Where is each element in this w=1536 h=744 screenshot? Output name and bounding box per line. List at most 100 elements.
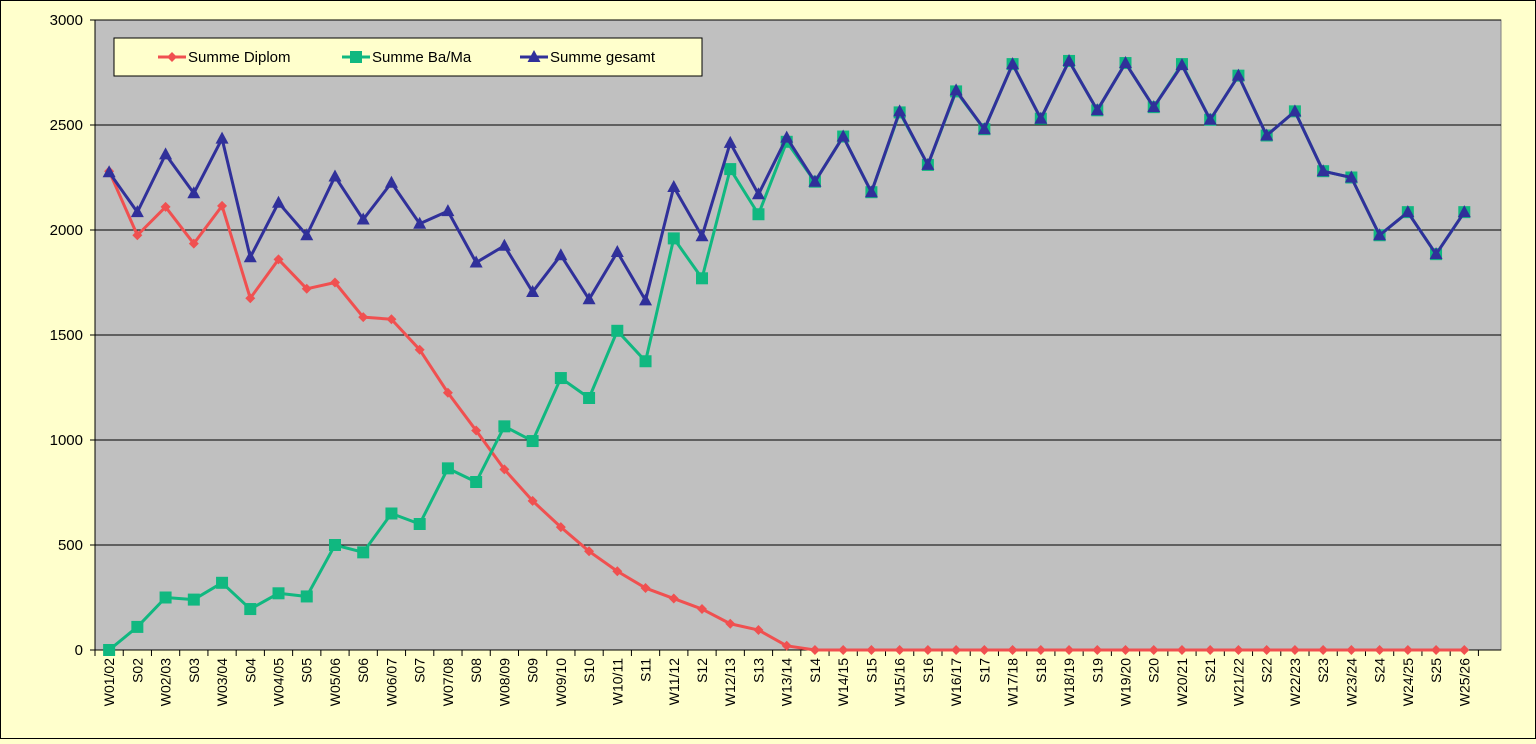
x-tick-label: S12 (694, 658, 710, 683)
series-summe-diplom (104, 166, 1470, 655)
data-point (358, 312, 369, 323)
data-point (584, 546, 595, 557)
x-tick-label: S11 (638, 658, 654, 682)
x-tick-label: W05/06 (327, 658, 343, 706)
data-point (471, 425, 482, 436)
data-point (1035, 645, 1046, 655)
data-point (1148, 645, 1159, 655)
data-point (386, 314, 397, 325)
data-point (1261, 645, 1272, 655)
y-tick-label: 500 (58, 537, 83, 554)
data-point (612, 566, 623, 577)
data-point (555, 522, 566, 533)
legend: Summe Diplom Summe Ba/Ma Summe gesamt (113, 37, 703, 77)
x-tick-label: S10 (581, 658, 597, 683)
data-point (217, 200, 228, 211)
data-point (1203, 112, 1217, 125)
data-point (752, 208, 765, 221)
x-tick-label: S23 (1315, 658, 1331, 683)
x-tick-label: W19/20 (1118, 658, 1134, 706)
data-point (413, 518, 426, 530)
series-group (102, 53, 1471, 656)
data-point (864, 185, 878, 198)
x-tick-label: W14/15 (835, 658, 851, 706)
data-point (1289, 645, 1300, 655)
legend-box (113, 37, 703, 77)
data-point (611, 324, 624, 337)
x-tick-label: W25/26 (1456, 658, 1472, 706)
x-tick-label: W03/04 (214, 658, 230, 706)
x-tick-label: W23/24 (1343, 658, 1359, 706)
x-tick-label: W21/22 (1230, 658, 1246, 706)
data-point (385, 507, 398, 520)
data-point (1318, 645, 1329, 655)
data-point (273, 254, 284, 265)
data-point (1288, 104, 1302, 117)
x-tick-label: W12/13 (722, 658, 738, 706)
data-point (272, 587, 285, 600)
data-point (893, 104, 907, 117)
data-point (1062, 53, 1076, 66)
x-tick-label: S04 (242, 658, 258, 683)
axes: 0 500 1000 1500 2000 2500 3000 W01/02 S02 W02/03 S… (50, 12, 1501, 706)
x-tick-label: S18 (1033, 658, 1049, 683)
series-summe-gesamt (102, 53, 1471, 306)
data-point (1034, 111, 1048, 124)
data-point (470, 476, 483, 488)
data-point (1402, 645, 1413, 655)
data-point (1007, 645, 1018, 655)
data-point (1233, 645, 1244, 655)
x-tick-label: W20/21 (1174, 658, 1190, 706)
x-tick-label: W16/17 (948, 658, 964, 706)
data-point (441, 462, 454, 475)
x-tick-label: W11/12 (666, 658, 682, 705)
data-point (639, 355, 652, 368)
data-point (866, 645, 877, 655)
data-point (442, 387, 453, 398)
data-point (102, 165, 116, 178)
data-point (469, 255, 483, 268)
data-point (329, 277, 340, 288)
y-tick-label: 0 (75, 642, 83, 659)
data-point (328, 169, 342, 182)
data-point (1401, 205, 1415, 218)
x-tick-label: W10/11 (609, 658, 625, 705)
data-point (216, 576, 229, 589)
data-point (582, 292, 596, 305)
data-point (1374, 645, 1385, 655)
data-point (159, 591, 172, 604)
data-point (328, 539, 341, 551)
data-point (244, 603, 257, 616)
data-point (695, 229, 709, 242)
data-point (301, 283, 312, 294)
x-tick-label: S05 (299, 658, 315, 683)
x-tick-label: S22 (1259, 658, 1275, 683)
x-tick-label: S02 (129, 658, 145, 683)
data-point (187, 593, 200, 606)
data-point (1260, 128, 1274, 141)
x-tick-label: S07 (412, 658, 428, 683)
data-point (949, 83, 963, 96)
data-point (554, 372, 567, 385)
x-tick-label: W08/09 (496, 658, 512, 706)
data-point (356, 212, 370, 225)
y-tick-label: 1500 (50, 327, 83, 344)
data-point (1090, 103, 1104, 116)
data-point (160, 201, 171, 212)
square-marker-icon (350, 51, 362, 63)
data-point (640, 583, 651, 594)
x-tick-label: S21 (1202, 658, 1218, 683)
x-tick-label: S17 (976, 658, 992, 683)
x-tick-label: S24 (1372, 658, 1388, 683)
data-point (1205, 645, 1216, 655)
data-point (413, 216, 427, 229)
x-tick-label: W18/19 (1061, 658, 1077, 706)
data-point (809, 645, 820, 655)
legend-label: Summe Diplom (188, 49, 291, 66)
data-point (357, 546, 370, 559)
data-point (132, 230, 143, 241)
legend-label: Summe Ba/Ma (372, 49, 472, 66)
data-point (667, 232, 680, 245)
